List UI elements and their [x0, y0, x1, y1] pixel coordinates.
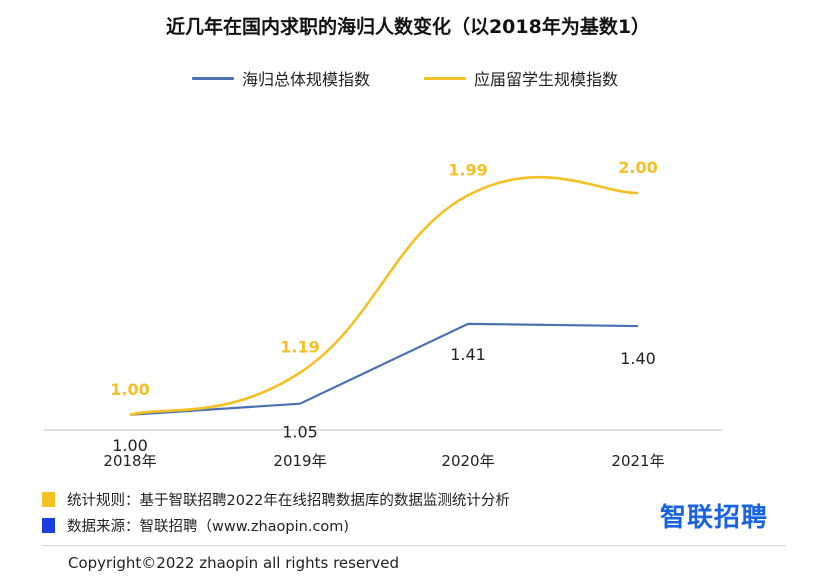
zhaopin-logo: 智联招聘	[660, 503, 769, 533]
data-label-overall: 1.40	[620, 349, 656, 368]
copyright-text: Copyright©2022 zhaopin all rights reserv…	[68, 554, 399, 572]
legend-item-graduates: 应届留学生规模指数	[424, 66, 618, 90]
x-tick-label: 2020年	[441, 452, 494, 470]
note-rule: 统计规则：基于智联招聘2022年在线招聘数据库的数据监测统计分析	[42, 486, 510, 512]
data-label-overall: 1.05	[282, 423, 318, 442]
legend-label-overall: 海归总体规模指数	[242, 70, 371, 89]
note-source: 数据来源：智联招聘（www.zhaopin.com)	[42, 512, 510, 538]
notes: 统计规则：基于智联招聘2022年在线招聘数据库的数据监测统计分析 数据来源：智联…	[42, 486, 510, 538]
data-label-graduates: 1.99	[448, 160, 487, 179]
data-label-graduates: 1.00	[110, 380, 149, 399]
data-label-graduates: 1.19	[280, 338, 319, 357]
series-line-graduates	[129, 175, 639, 417]
legend-swatch-overall	[192, 76, 234, 80]
data-label-graduates: 2.00	[618, 158, 657, 177]
data-label-overall: 1.00	[112, 436, 148, 455]
note-source-swatch	[42, 517, 55, 533]
note-source-text: 数据来源：智联招聘（www.zhaopin.com)	[67, 518, 350, 535]
note-rule-text: 统计规则：基于智联招聘2022年在线招聘数据库的数据监测统计分析	[67, 492, 510, 509]
chart-title: 近几年在国内求职的海归人数变化（以2018年为基数1）	[165, 16, 651, 38]
line-chart: 2018年 2019年 2020年 2021年 1.00 1.05 1.41 1.40 1.00…	[44, 158, 722, 470]
legend: 海归总体规模指数 应届留学生规模指数	[0, 66, 816, 90]
note-rule-swatch	[42, 491, 55, 507]
x-tick-label: 2019年	[273, 452, 326, 470]
legend-swatch-graduates	[424, 76, 466, 80]
series-line-overall	[129, 322, 639, 416]
legend-item-overall: 海归总体规模指数	[192, 66, 370, 90]
x-tick-label: 2021年	[611, 452, 664, 470]
x-tick-label: 2018年	[103, 452, 156, 470]
data-label-overall: 1.41	[450, 345, 486, 364]
footer-divider	[42, 545, 786, 546]
legend-label-graduates: 应届留学生规模指数	[474, 70, 619, 89]
